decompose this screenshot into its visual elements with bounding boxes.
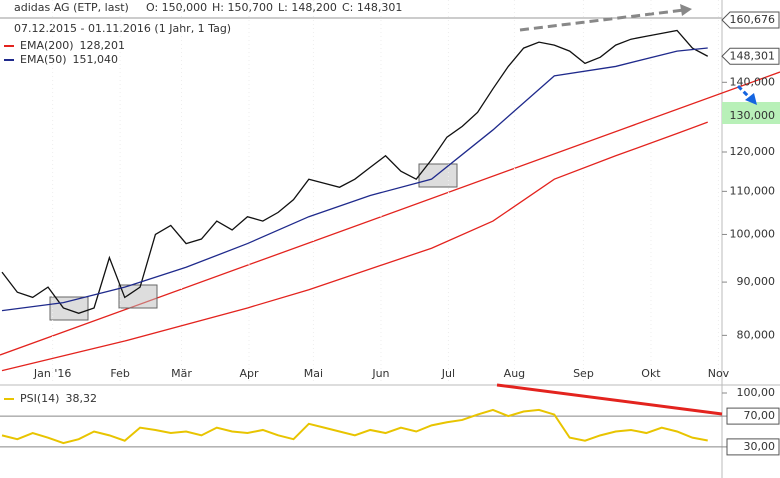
- price-tag: [721, 47, 780, 65]
- x-tick-label: Aug: [504, 367, 525, 380]
- date-range: 07.12.2015 - 01.11.2016 (1 Jahr, 1 Tag): [14, 22, 231, 35]
- x-tick-label: Jan '16: [33, 367, 71, 380]
- price-tag-label: 130,000: [730, 109, 776, 122]
- y-tick-label: 80,000: [737, 328, 776, 341]
- legend-name: EMA(200): [20, 39, 74, 52]
- psi-trend-line: [496, 383, 723, 416]
- series-line: [1, 29, 709, 314]
- ohlc: L: 148,200: [278, 1, 337, 14]
- target-zone: [722, 102, 780, 124]
- series-line: [1, 121, 708, 372]
- highlight-box: [118, 284, 158, 309]
- arrow-head: [745, 93, 757, 105]
- arrow-head: [680, 4, 692, 16]
- y-tick-label: 100,00: [737, 386, 776, 399]
- ohlc: O: 150,000: [146, 1, 207, 14]
- series-line: [1, 47, 708, 312]
- price-tag-label: 148,301: [730, 49, 776, 62]
- x-tick-label: Mai: [304, 367, 323, 380]
- tag-box: [726, 438, 780, 456]
- legend-value: 38,32: [65, 392, 97, 405]
- x-tick-label: Feb: [110, 367, 129, 380]
- x-tick-label: Apr: [239, 367, 259, 380]
- legend-value: 151,040: [73, 53, 119, 66]
- tag-box: [726, 407, 780, 425]
- y-tick-label: 120,000: [730, 145, 776, 158]
- y-tick-label: 90,000: [737, 275, 776, 288]
- y-tick-label: 140,000: [730, 75, 776, 88]
- price-tag: [721, 11, 780, 29]
- x-tick-label: Sep: [573, 367, 594, 380]
- y-tick-label: 30,00: [744, 440, 776, 453]
- y-tick-label: 100,000: [730, 227, 776, 240]
- x-tick-label: Okt: [641, 367, 661, 380]
- price-tag-label: 160,676: [730, 13, 776, 26]
- legend-value: 128,201: [80, 39, 126, 52]
- series-line: [1, 408, 708, 445]
- x-tick-label: Mär: [171, 367, 192, 380]
- legend-name: EMA(50): [20, 53, 67, 66]
- x-tick-label: Jun: [371, 367, 389, 380]
- ohlc: H: 150,700: [212, 1, 273, 14]
- highlight-box: [49, 296, 89, 321]
- y-tick-label: 70,00: [744, 409, 776, 422]
- y-tick-label: 110,000: [730, 184, 776, 197]
- title: adidas AG (ETP, last): [14, 1, 129, 14]
- x-tick-label: Nov: [708, 367, 730, 380]
- x-tick-label: Jul: [441, 367, 455, 380]
- ohlc: C: 148,301: [342, 1, 402, 14]
- legend-name: PSI(14): [20, 392, 59, 405]
